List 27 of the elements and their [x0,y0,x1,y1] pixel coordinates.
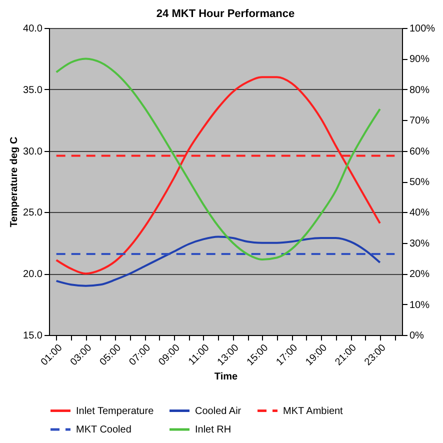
line-series [55,58,381,260]
y-tick-label: 30.0 [23,146,43,158]
y2-tick-label: 60% [410,146,430,158]
legend-label: MKT Cooled [76,424,132,436]
y2-tick-label: 0% [410,330,424,342]
y2-tick-label: 10% [410,300,430,311]
y-tick-label: 40.0 [23,24,43,34]
legend-label: Inlet Temperature [76,406,154,417]
legend-label: Cooled Air [195,406,242,417]
y-tick-label: 15.0 [23,330,43,342]
y-axis-title: Temperature deg C [9,136,20,228]
y-tick-label: 20.0 [23,269,43,280]
y-tick-label: 35.0 [23,84,43,96]
y2-tick-label: 80% [410,84,430,96]
chart-title: 24 MKT Hour Performance [156,8,295,20]
y2-tick-label: 20% [410,269,430,280]
x-axis-title: Time [214,371,238,382]
y2-tick-label: 30% [410,238,430,250]
y2-tick-label: 100% [410,24,436,34]
y-tick-label: 25.0 [23,208,43,219]
y2-tick-label: 40% [410,208,430,219]
y2-tick-label: 50% [410,177,430,188]
legend-label: Inlet RH [195,424,232,436]
line-series [55,236,381,287]
y2-tick-label: 70% [410,116,430,127]
legend-label: MKT Ambient [283,406,344,417]
y2-tick-label: 90% [410,54,430,66]
